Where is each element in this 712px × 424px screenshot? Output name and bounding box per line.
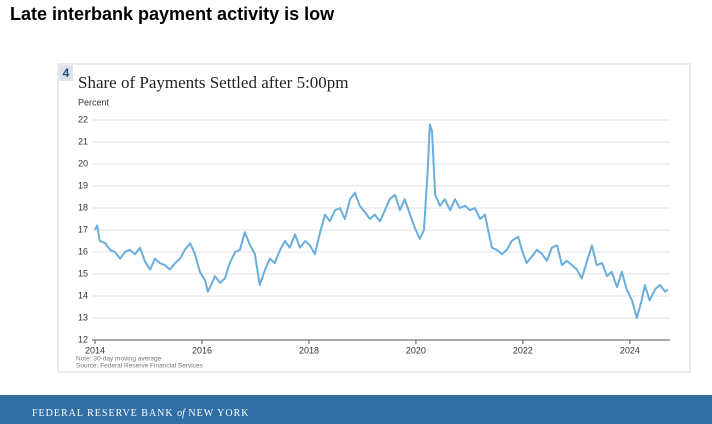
y-tick-label: 21	[78, 136, 88, 146]
y-tick-label: 16	[78, 246, 88, 256]
x-tick-label: 2014	[85, 345, 105, 355]
x-tick-label: 2022	[513, 345, 533, 355]
y-tick-label: 13	[78, 312, 88, 322]
y-tick-label: 18	[78, 202, 88, 212]
plot: 12 13 14 15 16 17 18 19 20 21 22 2014 2016 2018 2020 20…	[78, 114, 670, 355]
x-tick-label: 2020	[406, 345, 426, 355]
brand-part: NEW YORK	[188, 408, 249, 419]
note: Note: 30-day moving average	[76, 356, 162, 363]
data-line	[94, 123, 669, 319]
y-tick-label: 20	[78, 158, 88, 168]
chart-title: Share of Payments Settled after 5:00pm	[78, 73, 349, 92]
slide-title: Late interbank payment activity is low	[10, 4, 335, 24]
y-tick-label: 14	[78, 290, 88, 300]
x-tick-label: 2016	[192, 345, 212, 355]
brand-part: FEDERAL RESERVE BANK	[32, 408, 174, 419]
y-axis-label: Percent	[78, 97, 110, 107]
x-tick-label: 2018	[299, 345, 319, 355]
source: Source: Federal Reserve Financial Servic…	[76, 363, 204, 370]
y-tick-label: 12	[78, 334, 88, 344]
y-tick-label: 22	[78, 114, 88, 124]
badge-number: 4	[63, 66, 70, 80]
y-tick-label: 19	[78, 180, 88, 190]
y-tick-label: 15	[78, 268, 88, 278]
footer-brand: FEDERAL RESERVE BANK of NEW YORK	[32, 408, 249, 419]
chart-panel	[57, 63, 691, 373]
brand-part: of	[177, 408, 186, 419]
y-tick-label: 17	[78, 224, 88, 234]
footer-bar	[0, 395, 712, 424]
badge	[59, 65, 73, 81]
x-tick-label: 2024	[620, 345, 640, 355]
